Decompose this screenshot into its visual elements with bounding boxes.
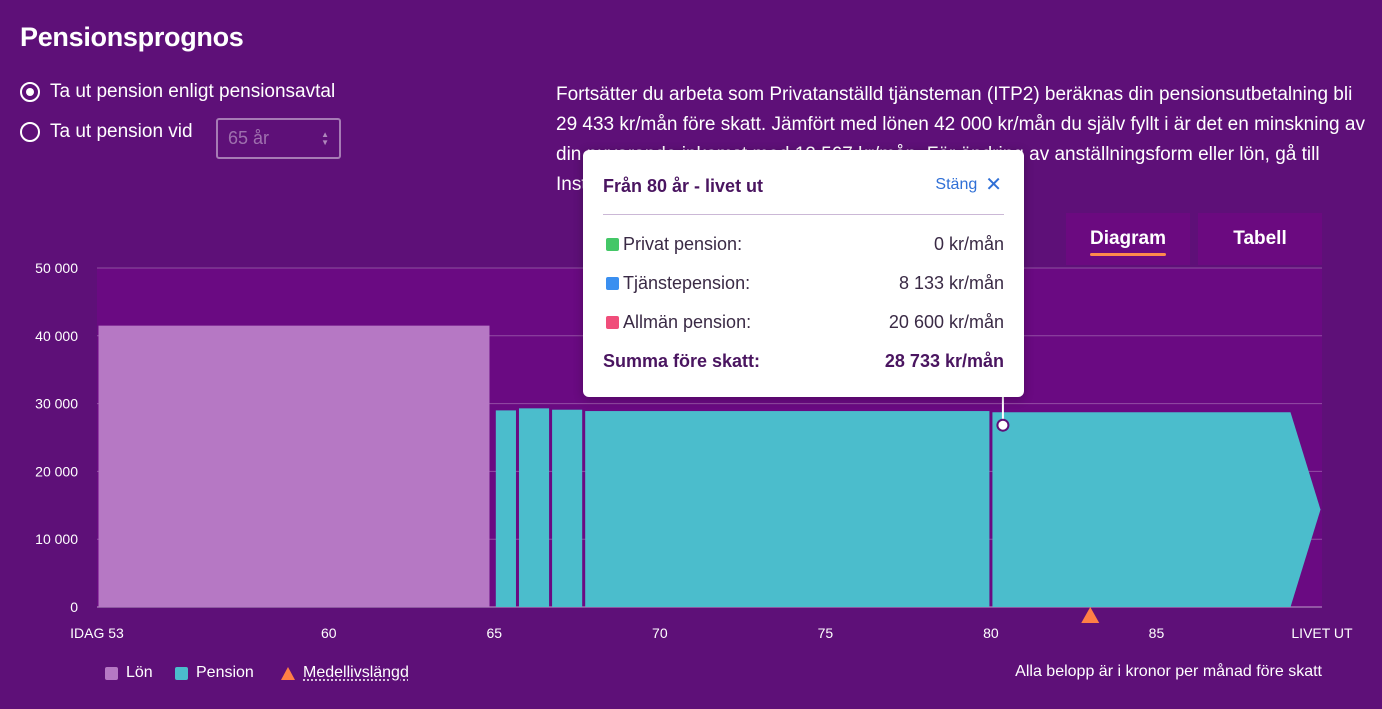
private-pension-label: Privat pension:	[623, 234, 743, 254]
pension-bar-final	[992, 412, 1321, 607]
tooltip-row-occupational: Tjänstepension: 8 133 kr/mån	[603, 273, 1004, 294]
private-pension-value: 0 kr/mån	[933, 234, 1004, 254]
x-tick-label: 60	[321, 625, 337, 641]
legend-lon: Lön	[105, 664, 153, 682]
legend-pension-label: Pension	[196, 664, 254, 681]
occupational-pension-label: Tjänstepension:	[623, 273, 751, 293]
tooltip-row-private: Privat pension: 0 kr/mån	[603, 234, 1004, 255]
public-pension-label: Allmän pension:	[623, 312, 752, 332]
tooltip-close-button[interactable]: Stäng ✕	[935, 174, 1002, 196]
page-title: Pensionsprognos	[20, 22, 244, 52]
radio-indicator-checked[interactable]	[20, 82, 40, 102]
x-tick-label: LIVET UT	[1291, 625, 1353, 641]
pension-bar	[552, 409, 583, 607]
x-tick-label: 85	[1149, 625, 1165, 641]
legend-life-expectancy[interactable]: Medellivslängd	[281, 664, 409, 682]
tab-tabell[interactable]: Tabell	[1198, 213, 1322, 265]
y-tick-label: 30 000	[35, 396, 78, 412]
tooltip-anchor-dot	[996, 418, 1010, 432]
public-pension-value: 20 600 kr/mån	[888, 312, 1004, 332]
radio-indicator-unchecked[interactable]	[20, 122, 40, 142]
age-select-value: 65 år	[228, 128, 270, 148]
radio-pension-age[interactable]: Ta ut pension vid	[20, 121, 193, 143]
legend-pension-swatch	[175, 666, 188, 680]
y-tick-label: 40 000	[35, 328, 78, 344]
y-tick-label: 0	[70, 599, 78, 615]
x-tick-label: 65	[487, 625, 503, 641]
x-tick-label: 80	[983, 625, 999, 641]
y-tick-label: 20 000	[35, 463, 78, 479]
tab-diagram[interactable]: Diagram	[1066, 213, 1190, 265]
legend-lon-label: Lön	[126, 664, 153, 681]
x-tick-label: 75	[818, 625, 834, 641]
tooltip-row-sum: Summa före skatt: 28 733 kr/mån	[603, 351, 1004, 372]
y-tick-label: 50 000	[35, 260, 78, 276]
tooltip-close-label: Stäng	[935, 176, 978, 193]
radio-pension-age-label: Ta ut pension vid	[50, 121, 193, 142]
tooltip-divider	[603, 214, 1004, 215]
pension-bar	[495, 410, 516, 607]
x-tick-label: 70	[652, 625, 668, 641]
select-arrows-icon: ▲ ▼	[321, 129, 329, 147]
pension-bar	[518, 408, 550, 607]
private-pension-swatch	[606, 238, 619, 251]
close-icon: ✕	[985, 174, 1002, 196]
radio-pension-agreement-label: Ta ut pension enligt pensionsavtal	[50, 81, 336, 102]
tooltip-panel: Från 80 år - livet ut Stäng ✕ Privat pen…	[583, 150, 1024, 397]
legend-lon-swatch	[105, 666, 118, 680]
amounts-footnote: Alla belopp är i kronor per månad före s…	[1015, 663, 1322, 680]
tooltip-title: Från 80 år - livet ut	[603, 176, 764, 196]
radio-pension-agreement[interactable]: Ta ut pension enligt pensionsavtal	[20, 81, 335, 103]
salary-bar	[98, 325, 490, 607]
tooltip-row-public: Allmän pension: 20 600 kr/mån	[603, 312, 1004, 333]
sum-label: Summa före skatt:	[603, 351, 761, 371]
x-tick-label: IDAG 53	[70, 625, 124, 641]
occupational-pension-swatch	[606, 277, 619, 290]
y-tick-label: 10 000	[35, 531, 78, 547]
pension-bar	[585, 411, 990, 607]
age-select[interactable]: 65 år ▲ ▼	[216, 118, 341, 159]
sum-value: 28 733 kr/mån	[884, 351, 1004, 371]
tab-diagram-label: Diagram	[1089, 228, 1167, 249]
active-tab-indicator	[1090, 253, 1166, 256]
life-expectancy-marker	[1081, 607, 1100, 623]
triangle-icon	[281, 666, 295, 680]
tab-tabell-label: Tabell	[1233, 228, 1287, 249]
legend-pension: Pension	[175, 664, 254, 682]
occupational-pension-value: 8 133 kr/mån	[898, 273, 1004, 293]
legend-life-expectancy-label[interactable]: Medellivslängd	[303, 664, 409, 681]
public-pension-swatch	[606, 316, 619, 329]
